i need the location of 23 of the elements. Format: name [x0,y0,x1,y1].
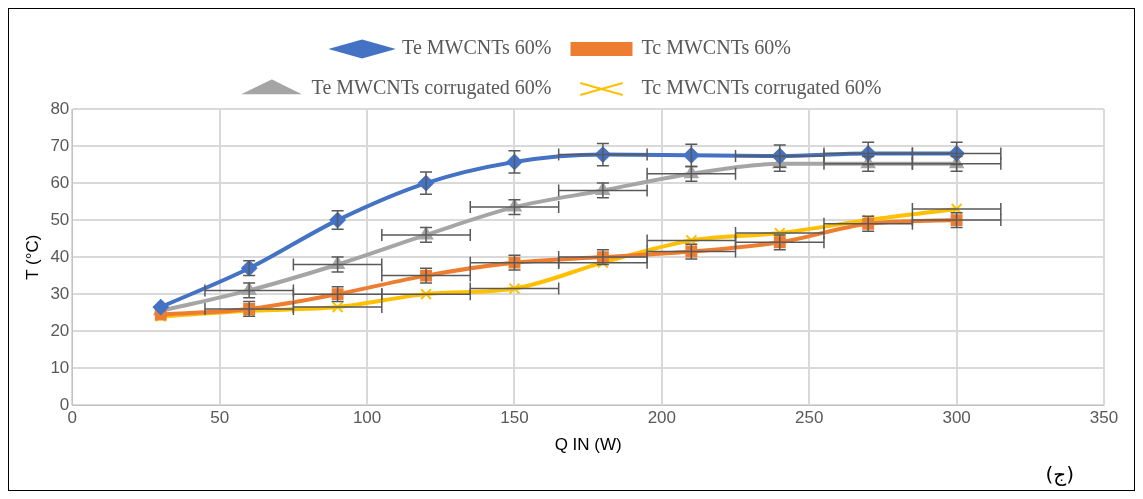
y-tick-label: 10 [50,357,70,377]
legend-label: Te MWCNTs corrugated 60% [311,76,552,100]
x-tick-label: 100 [352,408,382,428]
y-tick-label: 0 [59,394,70,414]
x-tick-label: 300 [942,408,971,428]
y-tick-label: 40 [50,246,70,266]
x-tick-label: 50 [210,408,230,428]
y-tick-label: 30 [50,283,70,303]
y-tick-label: 80 [50,98,70,118]
legend-label: Te MWCNTs 60% [402,36,552,59]
y-tick-label: 70 [50,135,70,155]
text: (ج) [1045,462,1074,487]
x-tick-label: 350 [1089,408,1119,428]
y-tick-label: 60 [50,172,70,192]
legend-label: Tc MWCNTs corrugated 60% [641,76,882,100]
y-tick-label: 50 [50,209,70,229]
x-axis-title: Q IN (W) [554,435,622,455]
legend-label: Tc MWCNTs 60% [641,36,791,59]
x-tick-label: 250 [795,408,824,428]
y-tick-label: 20 [50,320,70,340]
y-axis-title: T (°C) [22,234,42,280]
x-tick-label: 150 [500,408,529,428]
x-tick-label: 200 [647,408,677,428]
